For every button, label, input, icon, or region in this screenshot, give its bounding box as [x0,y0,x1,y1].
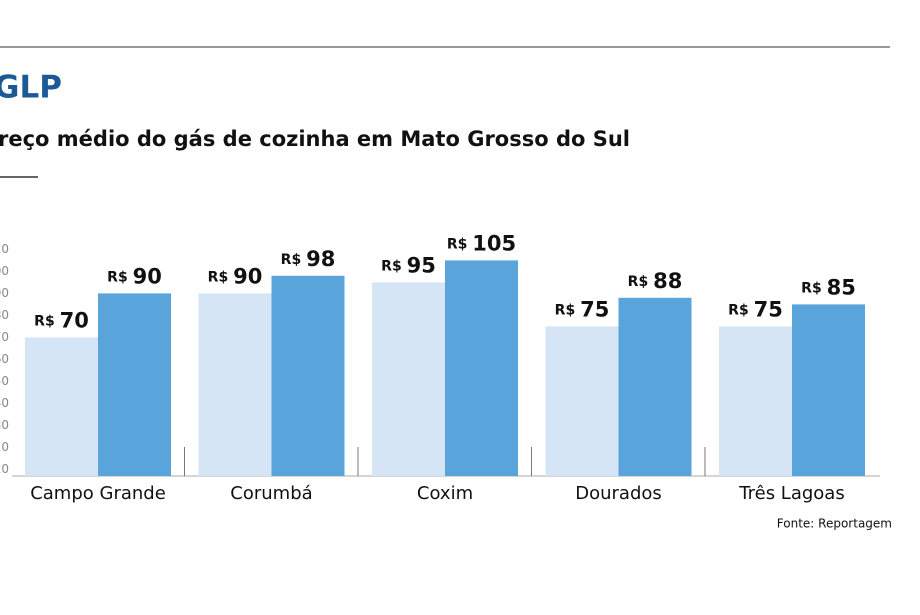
value-label: R$ 75 [728,297,783,321]
chart-title: reço médio do gás de cozinha em Mato Gro… [0,127,630,151]
bar [445,260,518,476]
bar [198,293,272,476]
value-label: R$ 90 [107,264,162,288]
y-tick-label: 30 [0,418,9,432]
value-label: R$ 105 [447,231,516,255]
y-tick-label: 50 [0,374,9,388]
x-tick-label: Campo Grande [30,483,166,504]
value-label: R$ 95 [381,253,436,277]
bar [719,326,792,476]
bar [25,337,98,476]
x-tick-label: Dourados [575,483,662,504]
kicker: GLP [0,70,62,106]
bar [545,326,619,476]
y-tick-label: 90 [0,286,9,300]
bar [98,293,171,476]
bar [618,297,692,476]
value-label: R$ 70 [34,308,89,332]
y-tick-label: 100 [0,264,9,278]
x-tick-label: Corumbá [230,483,312,504]
y-tick-label: 80 [0,308,9,322]
value-label: R$ 88 [628,269,683,293]
y-tick-label: 40 [0,396,9,410]
value-label: R$ 90 [208,264,263,288]
value-label: R$ 85 [801,275,856,299]
bar [792,304,865,476]
value-label: R$ 98 [281,247,336,271]
x-tick-label: Coxim [417,483,473,504]
y-tick-label: 70 [0,330,9,344]
bar [372,282,445,476]
x-tick-label: Três Lagoas [738,483,844,504]
source: Fonte: Reportagem [777,517,892,531]
y-tick-label: 20 [0,440,9,454]
value-label: R$ 75 [555,297,610,321]
y-tick-label: 60 [0,352,9,366]
bar [271,275,345,476]
y-tick-label: 110 [0,242,9,256]
y-tick-label: 10 [0,462,9,476]
